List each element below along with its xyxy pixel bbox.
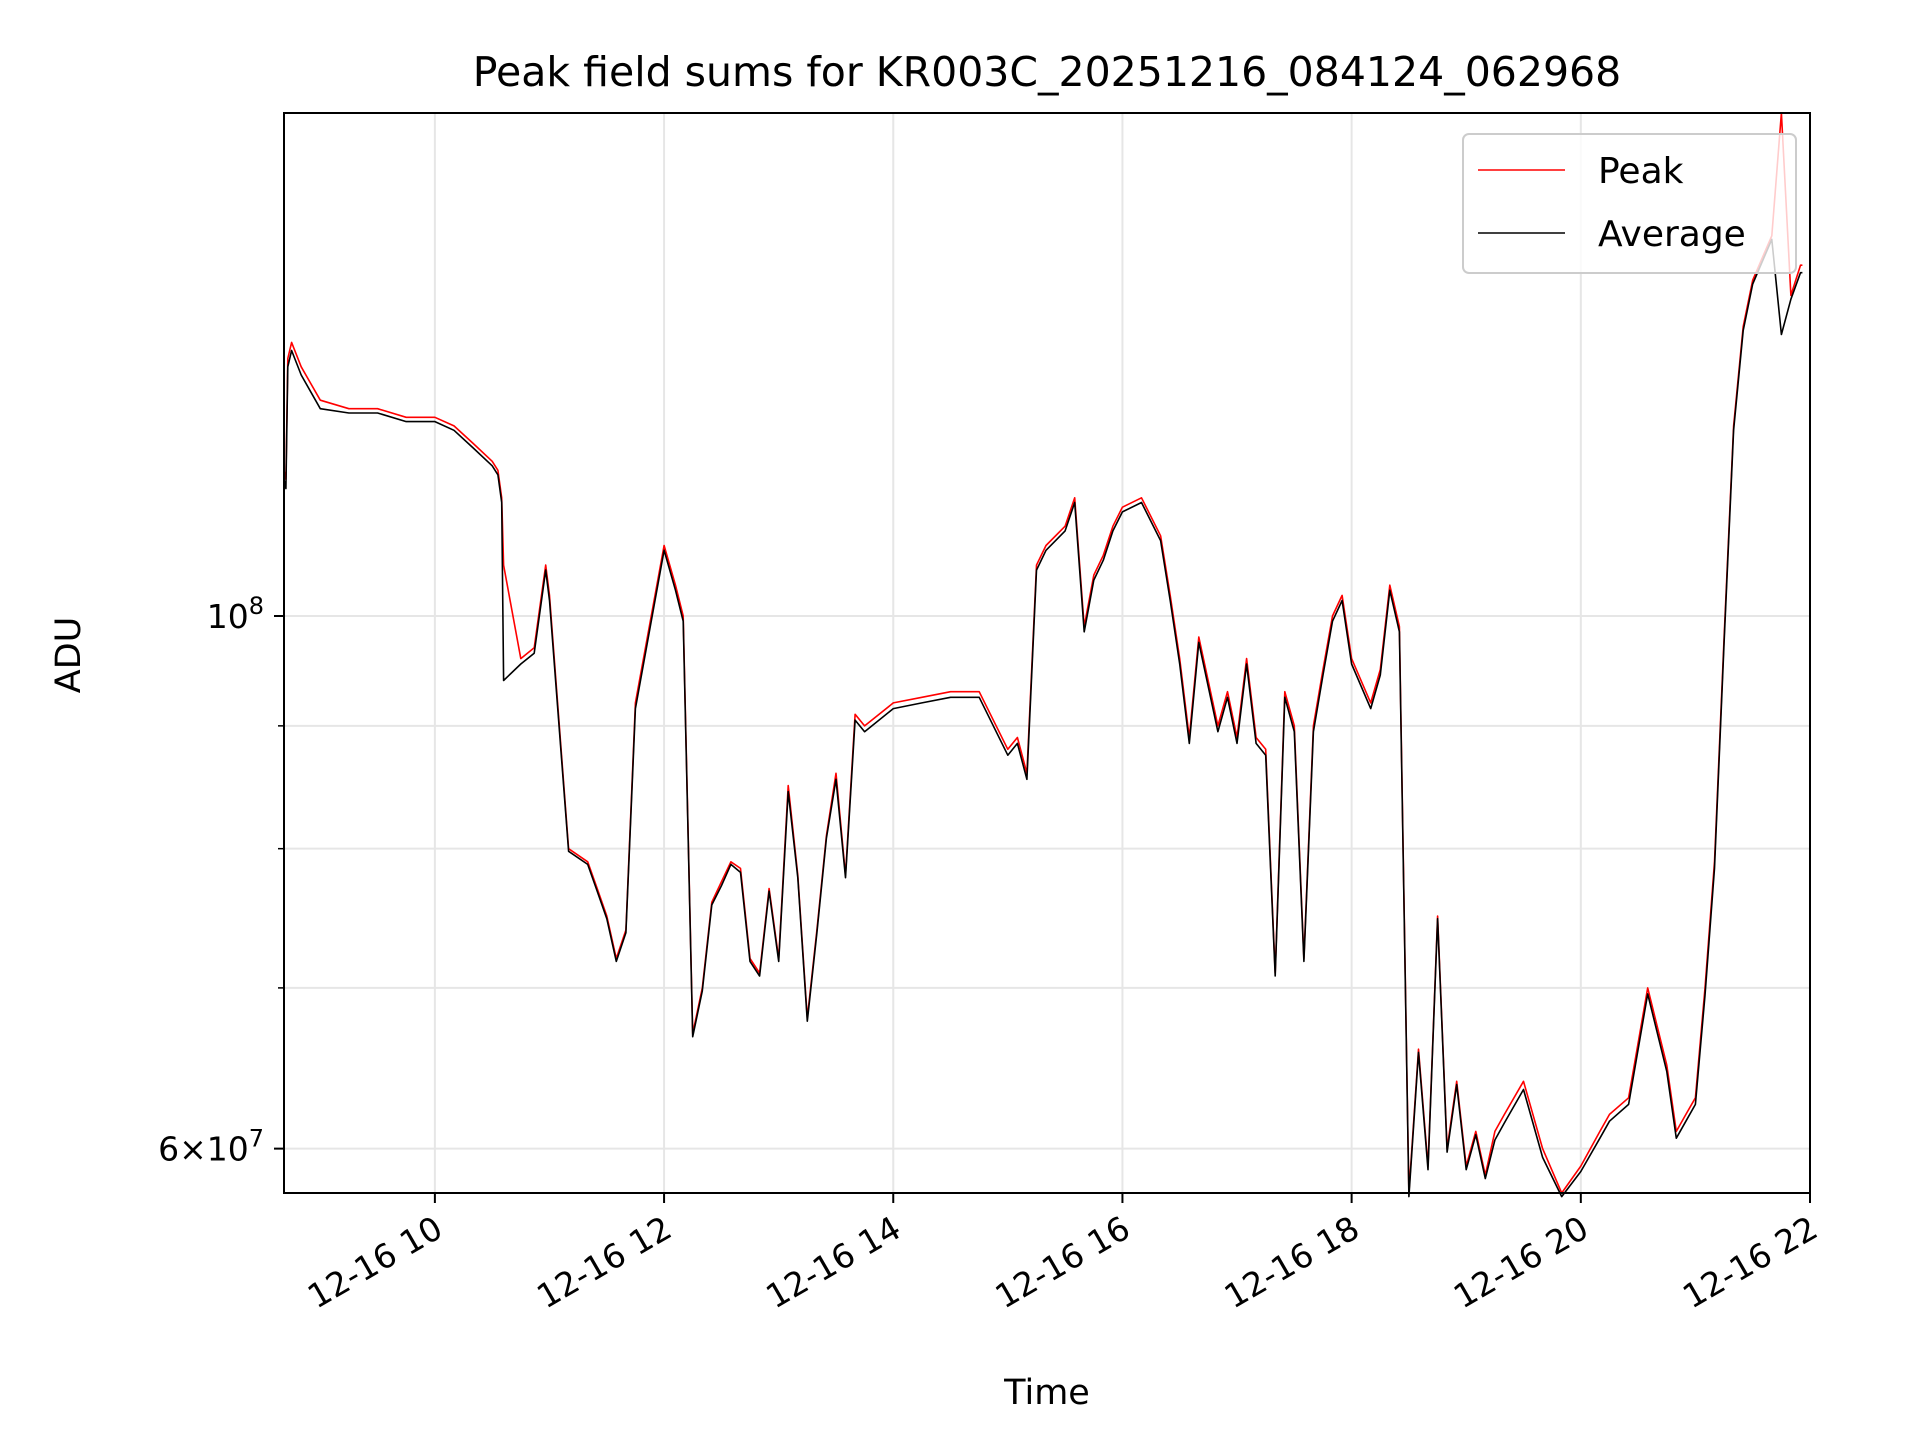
x-tick-label: 12-16 22: [1676, 1208, 1824, 1316]
x-tick-label: 12-16 10: [301, 1208, 449, 1316]
series-line-peak: [283, 112, 1803, 1194]
x-tick-label: 12-16 16: [988, 1208, 1136, 1316]
y-axis: 6×107 108: [158, 592, 284, 1169]
legend-box: [1462, 133, 1797, 274]
x-tick-label: 12-16 12: [530, 1208, 678, 1316]
grid: [284, 113, 1811, 1193]
plot-frame: [283, 112, 1811, 1194]
chart-title: Peak field sums for KR003C_20251216_0841…: [473, 48, 1621, 96]
x-tick-label: 12-16 18: [1218, 1208, 1366, 1316]
series-lines: [283, 112, 1803, 1198]
x-axis: 12-16 10 12-16 12 12-16 14 12-16 16 12-16 18…: [301, 1193, 1824, 1316]
x-tick-label: 12-16 20: [1447, 1208, 1595, 1316]
y-tick-label: 108: [207, 592, 264, 636]
y-axis-label: ADU: [49, 617, 89, 694]
series-line-average: [283, 238, 1803, 1198]
legend-label-peak: Peak: [1598, 151, 1684, 192]
x-tick-label: 12-16 14: [759, 1208, 907, 1316]
legend-label-average: Average: [1598, 214, 1746, 255]
legend: Peak Average: [1462, 133, 1797, 274]
y-tick-label: 6×107: [158, 1125, 264, 1169]
x-axis-label: Time: [1003, 1373, 1090, 1413]
